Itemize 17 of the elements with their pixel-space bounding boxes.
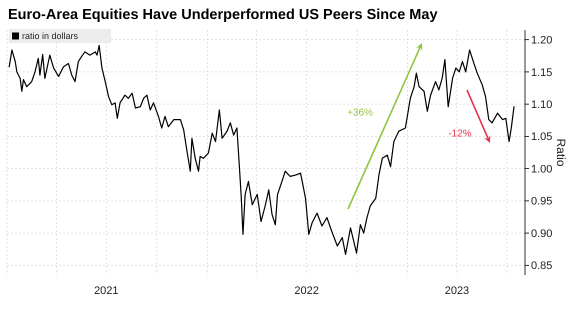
y-tick-label: 0.90 bbox=[531, 228, 552, 240]
y-tick-label: 1.00 bbox=[531, 163, 552, 176]
y-tick-label: 1.15 bbox=[531, 66, 552, 79]
y-tick-label: 1.10 bbox=[531, 98, 552, 111]
line-series bbox=[8, 44, 515, 255]
y-tick-label: 1.05 bbox=[531, 131, 552, 144]
y-tick-label: 1.20 bbox=[531, 34, 552, 47]
x-tick-label: 2021 bbox=[94, 285, 119, 297]
legend-label: ratio in dollars bbox=[22, 31, 79, 42]
annotation: -12% bbox=[448, 128, 472, 140]
y-tick-label: 0.95 bbox=[531, 196, 552, 208]
x-tick-label: 2023 bbox=[444, 285, 470, 297]
y-tick-label: 0.85 bbox=[531, 260, 552, 272]
annotation: +36% bbox=[347, 108, 374, 118]
y-axis-title: Ratio bbox=[554, 138, 568, 167]
chart-title: Euro-Area Equities Have Underperformed US Peers Since May bbox=[8, 7, 438, 23]
x-tick-label: 2022 bbox=[294, 285, 319, 297]
